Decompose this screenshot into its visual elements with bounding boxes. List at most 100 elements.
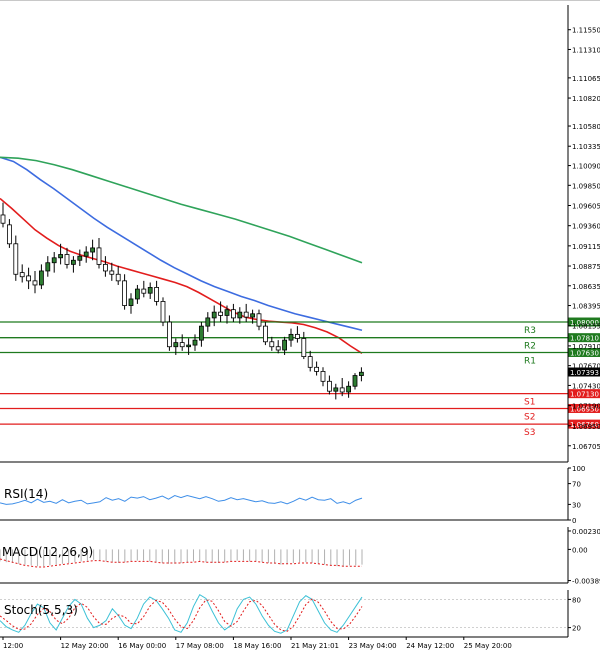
level-tag-label-r2: 1.07810 — [570, 335, 599, 343]
candle-body-down — [122, 280, 127, 306]
candle — [147, 282, 153, 299]
rsi-panel: RSI(14) — [0, 487, 363, 505]
current-price-label: 1.07393 — [570, 369, 599, 377]
candle-body-down — [262, 325, 268, 343]
level-tag-r2 — [568, 333, 600, 343]
level-tag-label-s3: 1.06760 — [570, 421, 599, 429]
candle — [352, 373, 358, 390]
x-tick-label: 21 May 21:01 — [291, 642, 339, 650]
x-tick-label: 12 May 20:00 — [61, 642, 109, 650]
candle — [250, 309, 256, 324]
price-tick-label: 1.09850 — [572, 182, 600, 190]
stoch_main-line — [0, 593, 363, 634]
candle-body-up — [128, 298, 134, 306]
candle-body-down — [26, 275, 32, 282]
stoch-title: Stoch(5,5,3) — [4, 603, 78, 617]
candle-body-up — [358, 371, 364, 376]
stoch_signal-line — [0, 598, 363, 632]
candle-body-down — [294, 333, 300, 339]
x-tick-label: 18 May 16:00 — [233, 642, 281, 650]
candle — [51, 252, 57, 273]
candle — [275, 340, 281, 354]
price-tick-label: 1.11065 — [572, 75, 600, 83]
candle — [90, 239, 95, 261]
candle-body-down — [64, 254, 70, 265]
candle-body-down — [160, 301, 166, 323]
ma_slow-line — [0, 156, 363, 264]
level-tag-label-r3: 1.08000 — [570, 319, 599, 327]
candle — [301, 331, 307, 360]
candle — [173, 338, 179, 355]
candle-body-down — [141, 288, 147, 294]
candle-body-up — [90, 247, 95, 253]
candle — [45, 256, 51, 277]
candle — [160, 297, 166, 327]
ma_fast-line — [0, 197, 363, 354]
candle — [243, 303, 249, 323]
candle — [103, 256, 108, 277]
candle — [141, 280, 147, 298]
candle-body-down — [166, 321, 172, 348]
candle — [326, 375, 332, 395]
price-tick-label: 1.08155 — [572, 323, 600, 331]
candle — [134, 284, 140, 304]
candle-body-up — [39, 270, 44, 286]
price-tick-label: 1.11310 — [572, 46, 600, 54]
level-tag-r3 — [568, 317, 600, 327]
candle-body-up — [83, 251, 89, 257]
candle-body-down — [154, 287, 160, 302]
candle — [224, 305, 230, 324]
x-tick-label: 24 May 12:00 — [406, 642, 454, 650]
candle-body-up — [224, 309, 230, 316]
price-tick-label: 1.08875 — [572, 263, 600, 271]
candle-body-down — [301, 338, 307, 358]
candle-body-down — [109, 270, 115, 275]
candle — [205, 312, 211, 332]
x-tick-label: 16 May 00:00 — [118, 642, 166, 650]
candle-body-down — [230, 309, 236, 319]
current-price-tag — [568, 367, 600, 377]
price-tick-label: 1.07190 — [572, 403, 600, 411]
candle — [218, 301, 224, 323]
candle — [358, 367, 364, 382]
candle-body-down — [19, 272, 25, 278]
candle-body-down — [275, 346, 281, 351]
candle — [211, 305, 217, 327]
price-tick-label: 1.11550 — [572, 27, 600, 35]
price-tick-label: 1.08395 — [572, 303, 600, 311]
candle-body-down — [314, 366, 320, 372]
level-tag-r1 — [568, 347, 600, 357]
candle — [64, 247, 70, 269]
candle — [294, 326, 300, 343]
candle-body-down — [103, 263, 108, 272]
candle-body-up — [198, 325, 204, 341]
level-tag-s3 — [568, 419, 600, 429]
candle-body-down — [256, 313, 262, 327]
x-tick-label: 25 May 20:00 — [464, 642, 512, 650]
level-name-s2: S2 — [524, 412, 535, 422]
macd-signal-line — [0, 558, 362, 568]
candle — [39, 264, 44, 290]
candle-body-up — [186, 344, 192, 348]
candle — [154, 280, 160, 306]
price-tick-label: 1.09605 — [572, 203, 600, 211]
rsi-tick-label: 0 — [572, 517, 576, 525]
candle — [128, 293, 134, 314]
price-tick-label: 1.10820 — [572, 95, 600, 103]
candle — [346, 381, 352, 398]
candle — [7, 219, 12, 248]
candle-body-down — [339, 387, 345, 393]
rsi-tick-label: 100 — [572, 465, 585, 473]
stoch-tick-label: 20 — [572, 625, 581, 633]
candle-body-down — [32, 280, 38, 286]
macd-panel: MACD(12,26,9) — [0, 545, 363, 568]
candle-body-down — [179, 342, 185, 348]
macd-tick-label: 0.002304 — [572, 528, 600, 536]
level-tag-label-r1: 1.07630 — [570, 349, 599, 357]
price-tick-label: 1.06705 — [572, 443, 600, 451]
candle-body-down — [96, 247, 102, 265]
candle — [333, 383, 339, 400]
candle-body-up — [71, 259, 76, 265]
candle — [256, 309, 262, 331]
